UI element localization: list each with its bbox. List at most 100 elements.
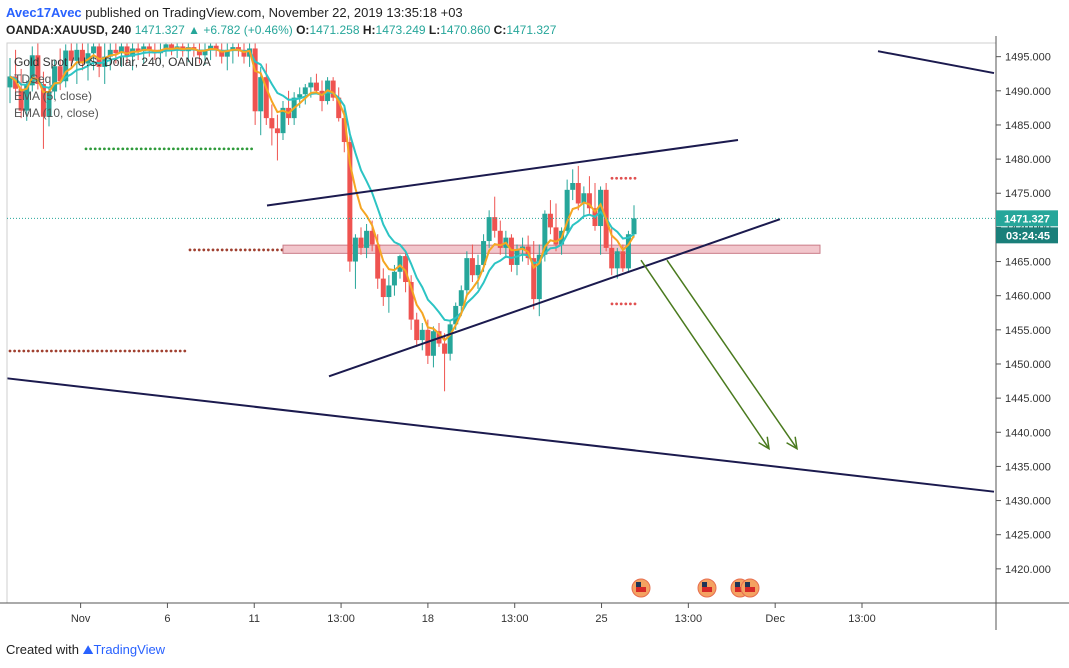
tdseq-dot-red xyxy=(610,176,614,180)
candle-body xyxy=(258,77,264,112)
legend-item-tdseq[interactable]: TDSeq xyxy=(14,72,52,86)
price-tick-label: 1445.000 xyxy=(1005,393,1051,405)
tdseq-dot-green xyxy=(144,147,148,151)
candle-body xyxy=(213,45,219,50)
tdseq-dot-green xyxy=(172,147,175,151)
tdseq-dot-brown xyxy=(239,248,243,252)
tdseq-dot-green xyxy=(116,147,120,151)
flag-canton xyxy=(745,582,750,587)
price-axis[interactable]: 1495.000 1490.000 1485.000 1480.000 1475.000… xyxy=(996,52,1051,576)
tdseq-dot-green xyxy=(231,147,235,151)
tdseq-dot-brown xyxy=(220,248,224,252)
tdseq-dot-brown xyxy=(165,349,168,353)
author-name[interactable]: Avec17Avec xyxy=(6,5,82,20)
candle-body xyxy=(280,107,286,134)
tdseq-dot-green xyxy=(107,147,111,151)
tdseq-dot-brown xyxy=(248,248,252,252)
up-triangle-icon: ▲ xyxy=(188,23,200,37)
tdseq-dot-brown xyxy=(257,248,261,252)
tdseq-dot-brown xyxy=(86,349,90,353)
tdseq-dot-brown xyxy=(82,349,85,353)
price-tick-label: 1495.000 xyxy=(1005,52,1051,64)
trend-lines[interactable] xyxy=(6,50,995,493)
tdseq-dot-green xyxy=(208,147,212,151)
high-value: 1473.249 xyxy=(375,23,426,37)
candle-body xyxy=(380,278,386,298)
candle-body xyxy=(208,45,214,50)
candle-body xyxy=(442,343,448,354)
tdseq-dot-brown xyxy=(50,349,53,353)
tdseq-dot-brown xyxy=(271,248,275,252)
tdseq-dot-brown xyxy=(169,349,173,353)
forecast-arrows[interactable] xyxy=(640,259,798,451)
tdseq-dot-green xyxy=(250,147,254,151)
candle-body xyxy=(531,258,537,300)
brand-name[interactable]: TradingView xyxy=(93,642,166,657)
tdseq-dot-red xyxy=(629,176,632,180)
tdseq-dot-red xyxy=(624,302,628,306)
ema5-line xyxy=(9,47,635,342)
candle-body xyxy=(91,46,97,54)
tdseq-dot-green xyxy=(135,147,139,151)
tdseq-dot-brown xyxy=(151,349,155,353)
candle-body xyxy=(118,46,124,54)
created-with-text: Created with xyxy=(6,642,79,657)
price-tick-label: 1475.000 xyxy=(1005,188,1051,200)
candle-body xyxy=(68,50,74,61)
tdseq-dot-brown xyxy=(137,349,141,353)
candle-body xyxy=(18,88,24,111)
candle-body xyxy=(96,46,102,67)
tdseq-dot-green xyxy=(93,147,97,151)
wedge-upper-line xyxy=(266,138,739,207)
tdseq-dot-brown xyxy=(207,248,210,252)
candle-body xyxy=(135,48,141,52)
tdseq-dot-green xyxy=(190,147,194,151)
ohlc-line: OANDA:XAUUSD, 240 1471.327 ▲ +6.782 (+0.… xyxy=(6,23,556,37)
candle-body xyxy=(302,87,308,95)
close-value: 1471.327 xyxy=(506,23,557,37)
candle-body xyxy=(497,230,503,248)
tdseq-dot-brown xyxy=(178,349,182,353)
tdseq-dot-green xyxy=(167,147,171,151)
legend-item-ema5[interactable]: EMA (5, close) xyxy=(14,89,93,103)
tdseq-dot-brown xyxy=(45,349,49,353)
chart-header: Avec17Avec published on TradingView.com,… xyxy=(0,0,1069,42)
flag-canton xyxy=(636,582,641,587)
arrow-head-icon xyxy=(758,436,770,451)
candle-body xyxy=(586,193,592,209)
legend-title: Gold Spot / U.S. Dollar, 240, OANDA xyxy=(14,55,211,69)
flag-canton xyxy=(735,582,740,587)
tdseq-dot-brown xyxy=(17,349,21,353)
tdseq-dot-green xyxy=(218,147,221,151)
candle-body xyxy=(614,251,620,269)
tdseq-dot-brown xyxy=(22,349,26,353)
open-value: 1471.258 xyxy=(309,23,360,37)
economic-events[interactable] xyxy=(631,578,760,598)
time-axis[interactable]: Nov 6 11 13:00 18 13:00 25 13:00 Dec 13:00 xyxy=(71,603,876,625)
tdseq-dot-green xyxy=(245,147,249,151)
tdseq-dot-brown xyxy=(123,349,127,353)
tdseq-dot-green xyxy=(199,147,203,151)
tdseq-dot-brown xyxy=(234,248,238,252)
tdseq-dot-brown xyxy=(243,248,247,252)
tdseq-dot-brown xyxy=(109,349,113,353)
tdseq-dot-brown xyxy=(146,349,150,353)
plot-border xyxy=(6,42,997,604)
candle-body xyxy=(625,234,631,269)
legend-item-ema10[interactable]: EMA (10, close) xyxy=(14,106,99,120)
tdseq-dot-green xyxy=(149,147,152,151)
arrow-head-icon xyxy=(786,436,798,451)
candle-body xyxy=(375,244,381,279)
tdseq-dot-green xyxy=(130,147,134,151)
candle-body xyxy=(196,49,202,56)
candle-body xyxy=(269,118,275,129)
candle-body xyxy=(7,76,13,88)
price-tick-label: 1485.000 xyxy=(1005,120,1051,132)
candle-body xyxy=(46,91,52,117)
candle-body xyxy=(386,285,392,298)
candle-body xyxy=(369,230,375,245)
ema-lines xyxy=(9,47,635,342)
candle-body xyxy=(430,331,436,356)
candle-body xyxy=(403,256,409,283)
